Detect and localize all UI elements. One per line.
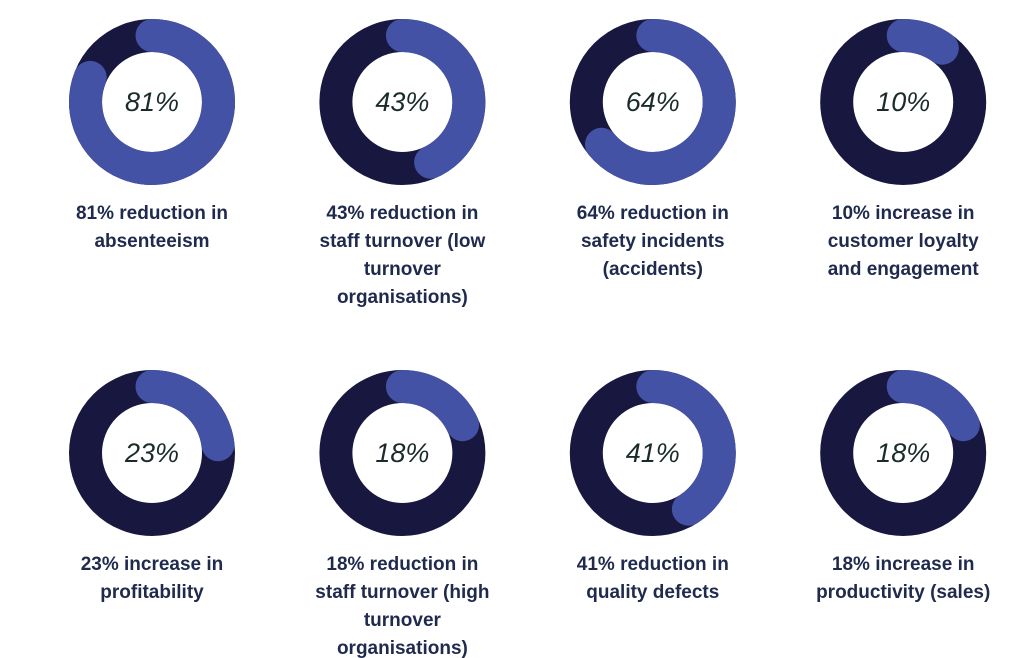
center-label: 18%	[876, 438, 930, 468]
donut-arc	[820, 19, 987, 185]
caption: 18% reduction in staff turnover (high tu…	[315, 554, 490, 658]
caption: 18% increase in productivity (sales)	[816, 554, 991, 603]
caption: 10% increase in customer loyalty and eng…	[827, 203, 979, 280]
donut-arc	[319, 370, 486, 536]
center-label: 64%	[626, 87, 680, 117]
donut-arc	[69, 19, 235, 185]
caption: 43% reduction in staff turnover (low tur…	[319, 203, 486, 308]
center-label: 23%	[124, 438, 179, 468]
donut-arc	[569, 19, 736, 185]
center-label: 43%	[375, 87, 429, 117]
caption: 81% reduction in absenteeism	[75, 203, 229, 252]
donut-arc	[820, 370, 987, 536]
donut-arc	[69, 370, 235, 536]
center-label: 81%	[125, 87, 179, 117]
center-label: 18%	[375, 438, 429, 468]
caption: 41% reduction in quality defects	[576, 554, 729, 603]
donut-arc	[319, 19, 486, 185]
center-label: 41%	[626, 438, 680, 468]
donut-arc	[569, 370, 736, 536]
caption: 64% reduction in safety incidents (accid…	[576, 203, 729, 280]
caption: 23% increase in profitability	[80, 554, 224, 603]
center-label: 10%	[876, 87, 930, 117]
